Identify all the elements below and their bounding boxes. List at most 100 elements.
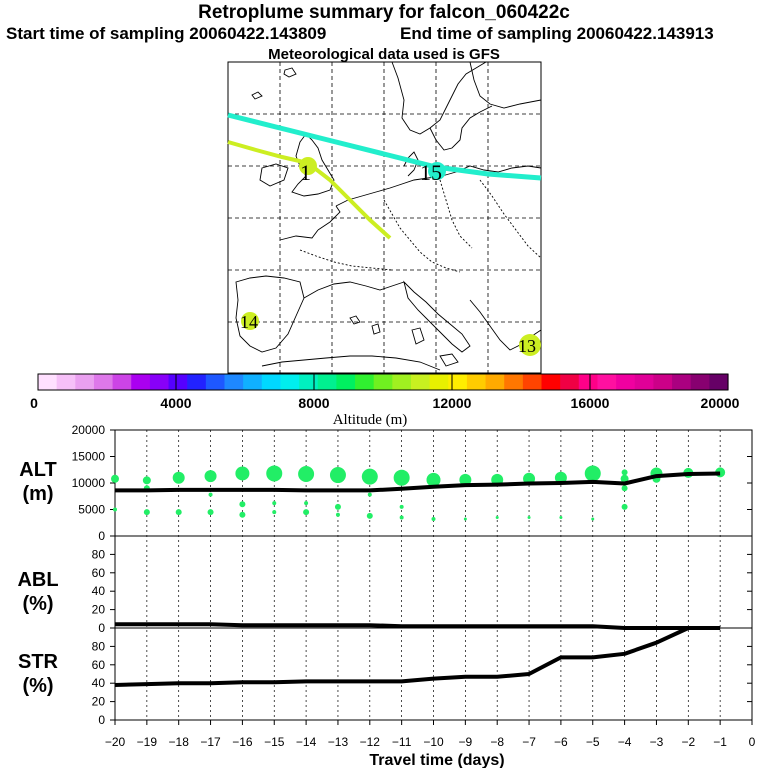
colorbar-cell — [690, 374, 710, 390]
y-tick-label: 40 — [92, 676, 106, 690]
x-tick-label: −6 — [554, 735, 568, 749]
alt-dot — [235, 466, 250, 481]
alt-dot — [527, 515, 531, 519]
cb-tick-4: 16000 — [571, 395, 610, 411]
x-tick-label: −19 — [137, 735, 158, 749]
alt-dot — [207, 509, 214, 516]
alt-dot — [399, 515, 404, 520]
y-tick-label: 80 — [92, 547, 106, 561]
colorbar-cell — [597, 374, 617, 390]
map-label-13: 13 — [518, 336, 536, 356]
x-tick-label: −1 — [713, 735, 727, 749]
colorbar-cell — [205, 374, 226, 390]
colorbar-cell — [373, 374, 393, 390]
x-tick-label: −3 — [650, 735, 664, 749]
end-time: End time of sampling 20060422.143913 — [400, 24, 714, 43]
label-marker-1 — [299, 157, 317, 175]
y-tick-label: 0 — [98, 713, 105, 727]
colorbar-cell — [317, 374, 337, 390]
abl-series-line — [115, 622, 721, 630]
colorbar-cell — [224, 374, 244, 390]
x-tick-label: −7 — [522, 735, 536, 749]
x-tick-label: −9 — [459, 735, 473, 749]
alt-dot — [591, 517, 595, 521]
colorbar-cell — [243, 374, 263, 390]
colorbar: 0 4000 8000 12000 16000 20000 Altitude (… — [30, 373, 740, 428]
colorbar-cell — [336, 374, 356, 390]
alt-dot — [204, 470, 217, 483]
alt-dot — [266, 465, 283, 482]
y-tick-label: 0 — [98, 529, 105, 543]
alt-dot — [113, 507, 117, 512]
y-tick-label: 80 — [92, 639, 106, 653]
alt-dot — [142, 476, 151, 485]
colorbar-cell — [56, 374, 76, 390]
colorbar-cell — [672, 374, 692, 390]
alt-dot — [620, 474, 629, 483]
colorbar-cell — [299, 374, 319, 390]
cb-tick-2: 8000 — [298, 395, 329, 411]
colorbar-cell — [410, 374, 431, 390]
str-label: STR — [18, 651, 59, 673]
start-time: Start time of sampling 20060422.143809 — [6, 24, 327, 43]
x-tick-label: −4 — [618, 735, 632, 749]
y-tick-label: 20 — [92, 603, 106, 617]
map-graticule — [228, 62, 541, 373]
alt-dot — [361, 468, 378, 485]
x-tick-label: −18 — [169, 735, 190, 749]
colorbar-major-lines — [175, 374, 591, 390]
alt-dot — [426, 472, 441, 487]
y-tick-label: 5000 — [78, 503, 105, 517]
y-tick-label: 0 — [98, 621, 105, 635]
y-tick-label: 10000 — [72, 476, 106, 490]
alt-series-line — [115, 471, 721, 493]
colorbar-cell — [131, 374, 151, 390]
map: 1 15 14 13 — [227, 61, 542, 374]
colorbar-cell — [634, 374, 655, 390]
x-tick-label: −16 — [232, 735, 253, 749]
y-tick-label: 15000 — [72, 450, 106, 464]
alt-dot — [272, 510, 277, 515]
label-marker-14 — [241, 312, 259, 330]
label-marker-13 — [519, 334, 541, 356]
abl-label: ABL — [17, 569, 58, 591]
map-label-15: 15 — [420, 160, 442, 185]
x-tick-label: −11 — [392, 735, 412, 749]
alt-dot — [367, 492, 372, 497]
alt-dot — [304, 501, 309, 506]
alt-dot — [393, 469, 410, 486]
alt-dot — [143, 509, 150, 516]
alt-dot — [621, 485, 628, 492]
cb-tick-1: 4000 — [160, 395, 191, 411]
alt-dot — [584, 465, 601, 482]
alt-label: ALT — [19, 459, 56, 481]
track-15 — [227, 112, 542, 181]
alt-dot — [111, 474, 119, 483]
map-label-14: 14 — [240, 312, 258, 332]
colorbar-cell — [616, 374, 636, 390]
alt-unit: (m) — [22, 483, 53, 505]
x-tick-label: −20 — [105, 735, 126, 749]
x-tick-label: −14 — [296, 735, 317, 749]
x-tick-label: −8 — [490, 735, 504, 749]
y-tick-label: 60 — [92, 566, 106, 580]
alt-dot — [334, 503, 341, 510]
alt-dot — [495, 515, 499, 519]
alt-dot — [399, 504, 404, 509]
alt-dot — [298, 465, 315, 482]
alt-dot — [172, 471, 185, 484]
chart-title: Retroplume summary for falcon_060422c — [198, 2, 570, 23]
x-axis-label: Travel time (days) — [369, 752, 504, 768]
x-tick-label: −12 — [360, 735, 381, 749]
y-tick-label: 20 — [92, 695, 106, 709]
colorbar-cell — [709, 374, 729, 390]
colorbar-cell — [485, 374, 505, 390]
x-tick-label: −2 — [681, 735, 695, 749]
alt-dot — [239, 501, 246, 508]
colorbar-cell — [112, 374, 132, 390]
colorbar-cell — [448, 374, 468, 390]
map-labels: 1 15 14 13 — [240, 157, 541, 356]
y-tick-label: 20000 — [72, 423, 106, 437]
colorbar-label: Altitude (m) — [333, 412, 408, 428]
